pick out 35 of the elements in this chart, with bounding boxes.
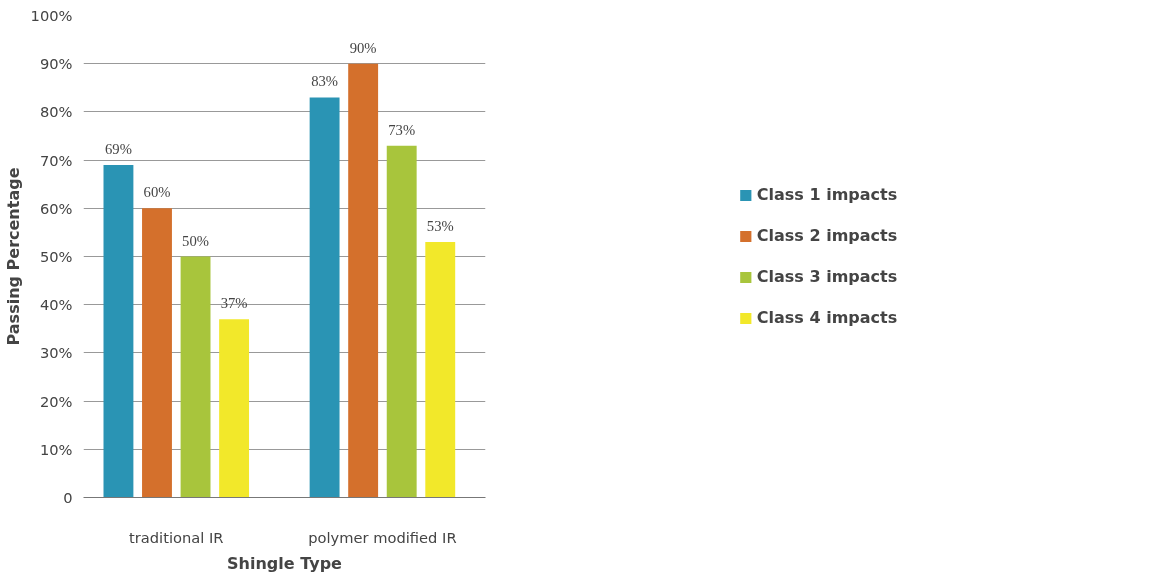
bar — [142, 208, 172, 498]
y-tick-label: 30% — [39, 344, 73, 362]
bar — [425, 242, 456, 498]
data-label: 69% — [105, 140, 132, 157]
legend-label: Class 1 impacts — [756, 185, 898, 204]
y-tick-label: 80% — [39, 103, 73, 121]
data-label: 60% — [143, 184, 171, 201]
legend-label: Class 3 impacts — [756, 267, 898, 286]
y-tick-label: 50% — [39, 248, 73, 265]
bar — [180, 256, 211, 498]
x-axis-title: Shingle Type — [227, 553, 343, 573]
y-tick-label: 0 — [63, 489, 73, 506]
data-label: 73% — [388, 121, 416, 138]
x-tick-label: traditional IR — [129, 528, 224, 546]
bar — [219, 319, 250, 498]
y-tick-label: 100% — [30, 7, 73, 24]
data-label: 53% — [426, 218, 454, 235]
x-tick-label: polymer modified IR — [308, 528, 457, 546]
bar — [309, 97, 340, 498]
y-tick-label: 10% — [39, 440, 73, 458]
y-axis-title: Passing Percentage — [3, 167, 23, 346]
bar — [348, 63, 379, 498]
data-label: 83% — [311, 73, 339, 90]
bar — [386, 145, 417, 498]
y-tick-label: 70% — [39, 151, 73, 169]
data-label: 37% — [220, 295, 248, 312]
y-tick-label: 90% — [39, 55, 73, 73]
data-label: 90% — [349, 39, 377, 56]
y-tick-label: 20% — [39, 392, 73, 410]
bar — [103, 164, 134, 498]
y-tick-label: 60% — [39, 199, 73, 217]
data-label: 50% — [182, 232, 209, 249]
legend-label: Class 2 impacts — [756, 226, 898, 245]
legend-label: Class 4 impacts — [756, 308, 898, 327]
y-tick-label: 40% — [39, 296, 73, 314]
